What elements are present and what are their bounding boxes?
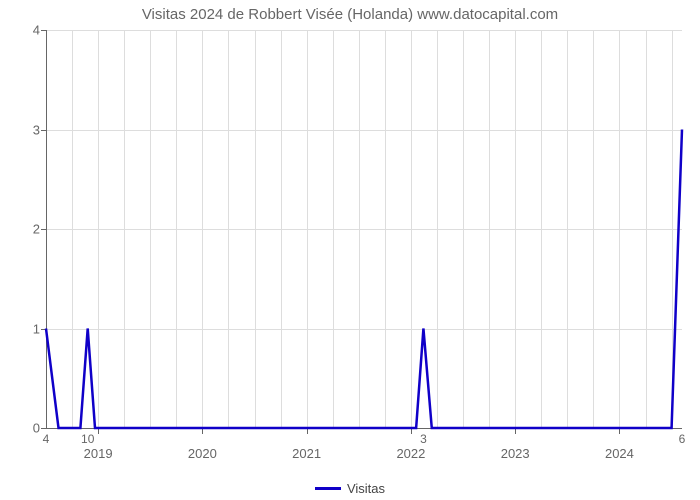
y-tick-label: 2 xyxy=(33,222,40,237)
legend-label: Visitas xyxy=(347,481,385,496)
data-point-label: 10 xyxy=(81,432,94,446)
x-tick-label: 2020 xyxy=(188,446,217,461)
x-tick-label: 2019 xyxy=(84,446,113,461)
x-tick-label: 2021 xyxy=(292,446,321,461)
data-point-label: 6 xyxy=(679,432,686,446)
y-tick-label: 4 xyxy=(33,23,40,38)
y-tick-label: 3 xyxy=(33,122,40,137)
data-point-label: 3 xyxy=(420,432,427,446)
x-tick-label: 2023 xyxy=(501,446,530,461)
x-tick-label: 2024 xyxy=(605,446,634,461)
data-point-label: 4 xyxy=(43,432,50,446)
chart-title: Visitas 2024 de Robbert Visée (Holanda) … xyxy=(0,6,700,23)
plot-area: 0123420192020202120222023202441036 xyxy=(46,30,682,428)
y-tick-label: 1 xyxy=(33,321,40,336)
legend-swatch xyxy=(315,487,341,490)
y-tick-label: 0 xyxy=(33,421,40,436)
visits-chart: Visitas 2024 de Robbert Visée (Holanda) … xyxy=(0,0,700,500)
line-series xyxy=(46,30,682,428)
x-tick-label: 2022 xyxy=(396,446,425,461)
legend: Visitas xyxy=(0,480,700,496)
